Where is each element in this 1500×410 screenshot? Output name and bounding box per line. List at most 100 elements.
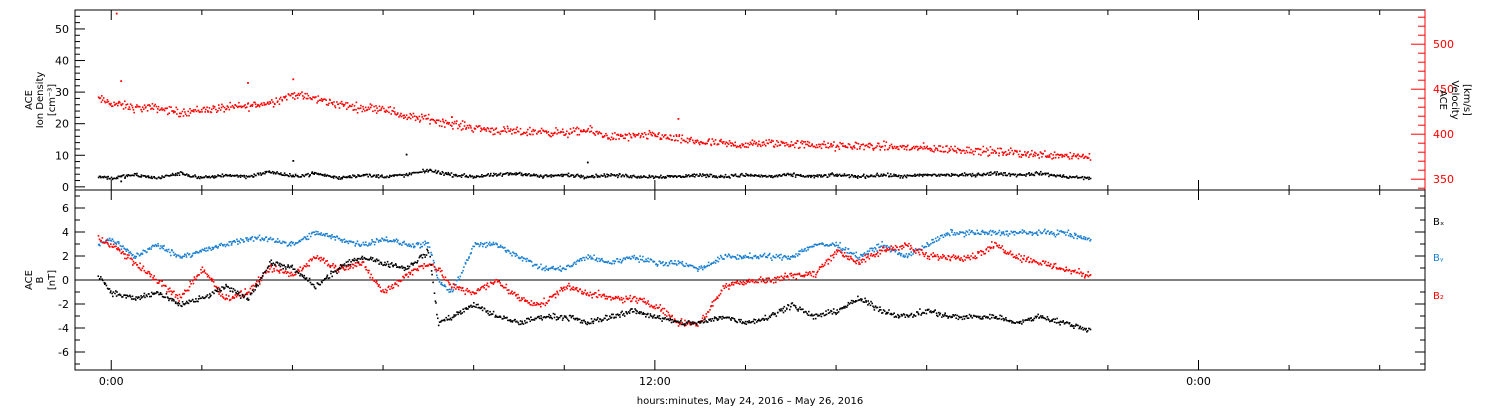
bx-point: [326, 276, 328, 278]
bz-point: [309, 258, 312, 261]
bz-point: [320, 256, 322, 259]
by-point: [611, 262, 613, 265]
bx-point: [197, 300, 199, 303]
bz-point: [521, 298, 524, 301]
bz-point: [850, 255, 852, 258]
density-point: [1015, 175, 1018, 178]
bx-point: [519, 323, 522, 326]
density-point: [916, 174, 918, 177]
bx-point: [150, 295, 152, 298]
bz-point: [359, 263, 362, 266]
by-point: [971, 230, 973, 232]
velocity-point: [155, 105, 158, 108]
bz-point: [322, 259, 324, 261]
bz-point: [144, 271, 147, 274]
velocity-point: [829, 145, 831, 148]
bz-point: [378, 284, 380, 286]
density-point: [842, 175, 845, 177]
density-point: [1070, 176, 1073, 179]
by-point: [575, 260, 578, 263]
density-point: [147, 175, 150, 177]
bz-point: [621, 299, 623, 301]
bx-point: [382, 264, 384, 267]
bz-point: [836, 251, 839, 253]
velocity-point: [357, 107, 359, 110]
density-point: [563, 173, 565, 176]
bz-point: [365, 266, 367, 268]
bz-point: [775, 281, 777, 284]
density-point: [184, 174, 187, 176]
bx-point: [227, 286, 229, 288]
by-point: [734, 256, 736, 258]
top-ylabel-left-line1: ACE: [24, 90, 35, 110]
bx-point: [430, 270, 433, 272]
density-point: [794, 176, 797, 178]
density-point: [399, 173, 401, 176]
velocity-point: [1047, 156, 1050, 158]
bz-point: [1087, 271, 1089, 273]
by-point: [888, 246, 891, 249]
by-point: [549, 267, 552, 270]
bz-point: [486, 282, 489, 285]
velocity-point: [517, 130, 520, 133]
by-point: [321, 234, 324, 236]
bz-point: [217, 286, 220, 289]
velocity-point: [659, 138, 662, 141]
bz-point: [1044, 260, 1047, 263]
by-point: [362, 241, 365, 244]
by-point: [326, 232, 328, 235]
velocity-point: [179, 112, 181, 115]
velocity-point: [668, 138, 671, 140]
bz-point: [731, 283, 733, 286]
bx-point: [174, 302, 177, 305]
bz-point: [200, 268, 202, 271]
by-point: [212, 246, 215, 249]
velocity-point: [928, 148, 930, 150]
by-point: [578, 259, 581, 262]
velocity-point: [761, 144, 764, 147]
by-point: [407, 245, 409, 247]
bx-point: [161, 295, 164, 298]
velocity-point: [415, 115, 418, 118]
velocity-point: [1088, 153, 1091, 155]
velocity-point: [176, 108, 179, 111]
velocity-point: [534, 129, 536, 132]
velocity-point: [678, 134, 681, 136]
bz-point: [917, 248, 919, 251]
density-point: [660, 177, 663, 179]
bz-point: [323, 262, 326, 264]
by-point: [532, 264, 535, 267]
density-point: [262, 172, 264, 174]
bz-point: [1087, 275, 1090, 278]
density-point: [97, 176, 100, 179]
velocity-point: [373, 105, 375, 108]
by-point: [951, 231, 953, 233]
density-point: [1030, 174, 1032, 176]
bz-point: [491, 282, 493, 284]
bz-point: [418, 265, 421, 268]
by-point: [408, 243, 410, 245]
bx-point: [391, 262, 393, 264]
velocity-point: [1073, 153, 1075, 155]
bx-point: [153, 293, 155, 295]
by-point: [988, 231, 991, 233]
density-point: [694, 176, 696, 178]
bx-point: [181, 301, 184, 303]
by-point: [621, 259, 624, 261]
bz-point: [175, 294, 177, 296]
bz-point: [989, 247, 992, 250]
bx-point: [190, 300, 192, 302]
bz-point: [885, 249, 888, 251]
bz-point: [118, 248, 121, 251]
velocity-point: [405, 114, 408, 116]
velocity-point: [480, 127, 482, 129]
bz-point: [523, 297, 525, 299]
by-point: [813, 243, 816, 246]
bz-point: [545, 302, 547, 304]
bz-point: [1040, 264, 1043, 266]
bz-point: [423, 263, 425, 265]
by-point: [130, 252, 132, 255]
bx-point: [454, 315, 456, 317]
bx-point: [192, 300, 195, 303]
